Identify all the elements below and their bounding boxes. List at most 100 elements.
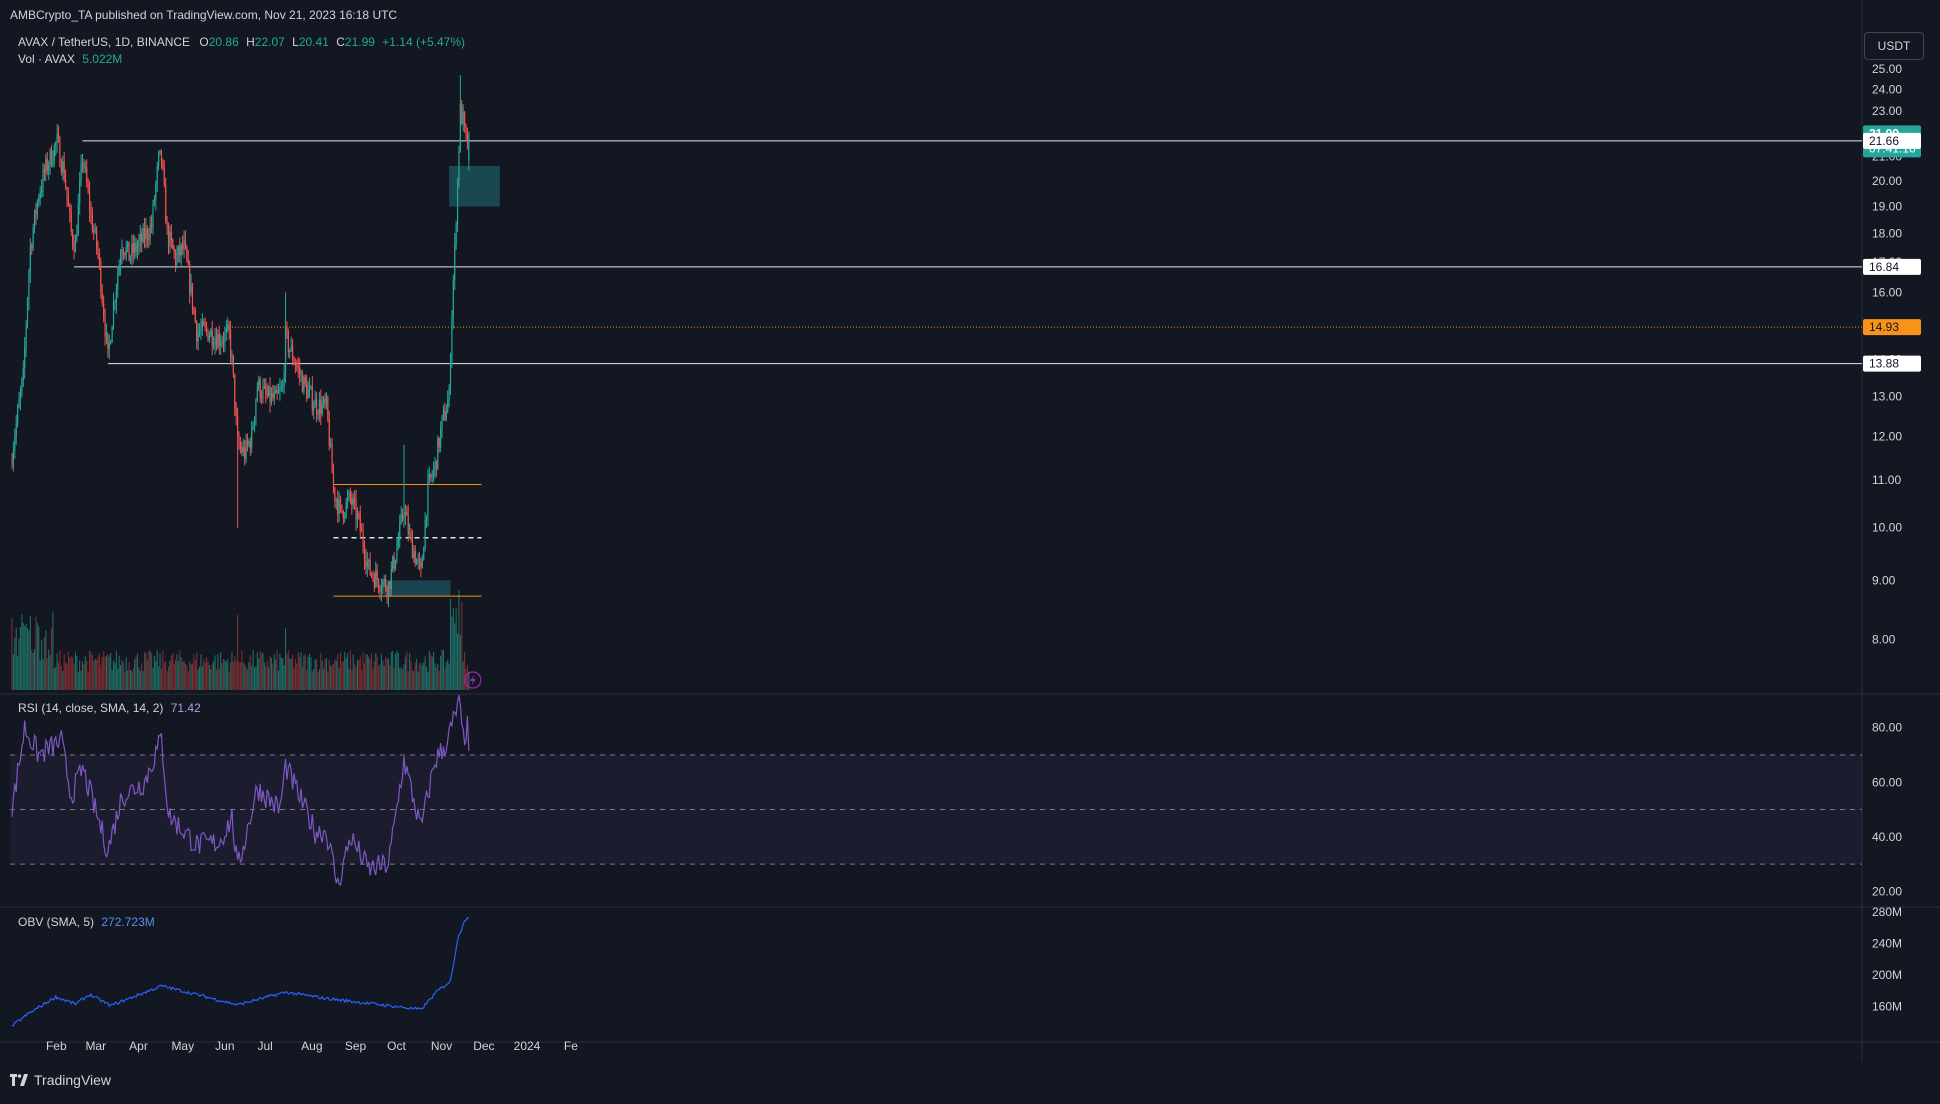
volume-bar [411,670,413,690]
volume-bar [399,668,401,690]
rsi-axis-tick: 60.00 [1872,775,1902,789]
candle-body [132,243,134,253]
candle-body [401,513,404,519]
volume-bar [431,656,433,690]
volume-bar [153,655,155,690]
candle-body [194,310,196,322]
candle-body [122,249,124,254]
time-axis-tick: Sep [345,1039,367,1053]
candle-body [252,426,254,429]
volume-bar [409,653,411,690]
tradingview-brand[interactable]: TradingView [10,1072,111,1088]
candle-body [283,373,285,386]
time-axis-tick: Dec [473,1039,494,1053]
volume-bar [297,652,299,690]
candle-body [29,246,31,273]
volume-bar [56,653,58,690]
volume-bar [41,639,43,690]
candle-body [344,515,346,519]
volume-bar [151,653,153,690]
candle-body [438,438,440,448]
price-axis-tick: 23.00 [1872,104,1902,118]
candle-body [169,231,171,247]
volume-bar [347,653,349,690]
candle-body [53,145,55,162]
volume-bar [103,651,105,690]
candle-body [45,158,47,173]
price-label: 13.88 [1869,357,1899,371]
obv-label[interactable]: OBV (SMA, 5) [18,915,95,929]
candle-body [256,387,258,401]
rsi-axis-tick: 80.00 [1872,721,1902,735]
candle-body [211,330,213,346]
rsi-label[interactable]: RSI (14, close, SMA, 14, 2) [18,701,164,715]
volume-bar [287,650,289,690]
volume-bar [14,637,16,690]
volume-bar [341,662,343,690]
candle-body [138,241,140,247]
candle-body [363,546,366,560]
candle-body [38,198,40,202]
symbol-name[interactable]: AVAX / TetherUS, 1D, BINANCE [18,35,191,49]
candle-body [156,166,158,184]
candle-body [414,550,416,564]
candle-body [339,499,342,506]
volume-bar [84,656,86,690]
volume-bar [166,671,168,690]
candle-body [114,302,116,304]
volume-bar [283,664,285,690]
volume-bar [39,659,41,690]
candle-body [63,161,65,180]
volume-bar [252,650,254,690]
volume-bar [198,666,201,690]
volume-bar [138,667,140,690]
volume-bar [128,661,130,690]
volume-bar [270,657,272,690]
candle-body [290,345,292,351]
candle-body [445,411,447,420]
candle-body [280,386,282,389]
candle-body [60,165,62,173]
volume-bar [193,654,195,690]
volume-bar [110,652,112,690]
candle-body [57,133,60,140]
candle-body [394,560,397,568]
price-axis-tick: 11.00 [1872,473,1901,487]
volume-bar [385,657,387,690]
candle-body [67,196,69,206]
volume-legend: Vol · AVAX 5.022M [18,52,122,66]
candle-body [36,201,38,215]
candle-body [100,261,102,293]
candle-body [459,103,461,151]
volume-bar [42,658,44,690]
candle-body [338,499,340,515]
volume-label[interactable]: Vol · AVAX [18,52,75,66]
candle-body [332,472,335,489]
candle-body [176,254,178,265]
volume-bar [201,666,203,690]
volume-bar [418,663,421,690]
candle-body [301,374,304,392]
time-axis-tick: 2024 [514,1039,541,1053]
volume-bar [380,654,382,690]
volume-bar [66,663,68,690]
volume-bar [382,660,384,690]
candle-body [111,327,113,343]
volume-bar [307,656,309,690]
volume-bar [468,671,470,690]
supply-demand-zone [384,580,451,597]
volume-bar [277,670,280,690]
volume-bar [35,616,37,690]
volume-bar [325,658,327,690]
event-lightning-icon [464,671,482,689]
candle-body [465,125,467,137]
open-value: 20.86 [208,35,239,49]
candle-body [48,165,50,171]
volume-bar [437,664,439,690]
candle-body [277,391,280,393]
volume-bar [300,652,302,690]
currency-button[interactable]: USDT [1864,32,1924,60]
candle-body [282,385,284,387]
volume-bar [31,649,33,690]
